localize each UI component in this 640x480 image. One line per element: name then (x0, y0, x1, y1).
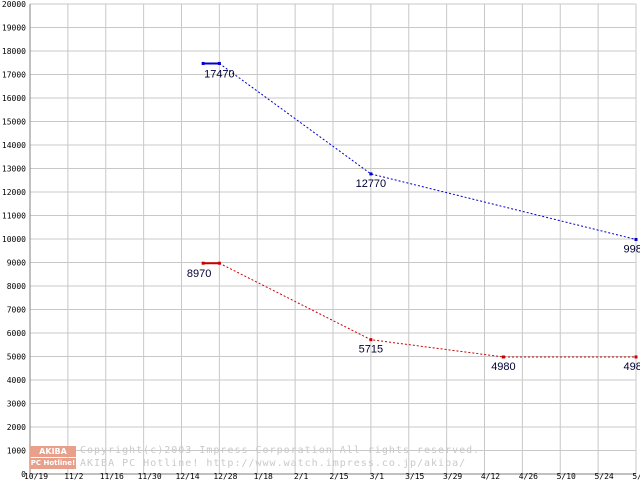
data-point (201, 61, 205, 65)
y-tick-label: 15000 (2, 118, 26, 127)
y-tick-label: 1000 (7, 447, 26, 456)
watermark-logo-top: AKIBA (30, 446, 76, 457)
y-tick-label: 19000 (2, 24, 26, 33)
x-tick-label: 5/24 (594, 472, 613, 480)
data-point (217, 261, 221, 265)
x-tick-label: 3/15 (405, 472, 424, 480)
y-tick-label: 0 (21, 470, 26, 479)
y-tick-label: 14000 (2, 141, 26, 150)
data-label: 4980 (624, 361, 640, 373)
x-tick-label: 4/12 (481, 472, 500, 480)
data-label: 4980 (491, 361, 515, 373)
x-tick-label: 4/26 (519, 472, 538, 480)
x-tick-label: 3/29 (443, 472, 462, 480)
x-axis-ticks: 10/19 11/2 11/16 11/30 12/14 12/28 1/18 2/1 2/15… (24, 472, 640, 480)
y-tick-label: 8000 (7, 282, 26, 291)
y-tick-label: 6000 (7, 329, 26, 338)
y-tick-label: 4000 (7, 376, 26, 385)
y-tick-label: 3000 (7, 400, 26, 409)
watermark-url: AKIBA PC Hotline! http://www.watch.impre… (80, 458, 467, 469)
data-label: 8970 (187, 268, 211, 280)
data-label: 9980 (624, 243, 640, 255)
x-tick-label: 1/18 (254, 472, 273, 480)
y-tick-label: 9000 (7, 259, 26, 268)
x-tick-label: 10/19 (24, 472, 48, 480)
y-tick-label: 20000 (2, 0, 26, 9)
y-tick-label: 16000 (2, 94, 26, 103)
x-tick-label: 5/31 (632, 472, 640, 480)
data-point (369, 172, 373, 176)
y-tick-label: 11000 (2, 212, 26, 221)
data-point (634, 237, 638, 241)
x-tick-label: 12/28 (213, 472, 237, 480)
data-point (634, 355, 638, 359)
y-tick-label: 18000 (2, 47, 26, 56)
x-tick-label: 11/2 (64, 472, 83, 480)
data-label: 12770 (356, 178, 387, 190)
y-tick-label: 12000 (2, 188, 26, 197)
data-point (501, 355, 505, 359)
y-axis-ticks: 0 1000 2000 3000 4000 5000 6000 7000 8000 9000 100… (2, 0, 26, 479)
series-line (219, 262, 636, 358)
watermark-logo-bottom: PC Hotline! (30, 458, 76, 469)
y-tick-label: 7000 (7, 306, 26, 315)
x-tick-label: 2/15 (329, 472, 348, 480)
chart-series: 17470 12770 9980 8970 5715 4980 4980 (187, 61, 640, 373)
data-point (217, 61, 221, 65)
data-label: 5715 (359, 344, 383, 356)
x-tick-label: 11/30 (138, 472, 162, 480)
x-tick-label: 12/14 (175, 472, 199, 480)
watermark-copyright: Copyright(c)2003 Impress Corporation All… (80, 445, 481, 456)
data-point (369, 338, 373, 342)
data-point (201, 261, 205, 265)
x-tick-label: 11/16 (100, 472, 124, 480)
data-label: 17470 (204, 68, 235, 80)
y-tick-label: 2000 (7, 423, 26, 432)
x-tick-label: 5/10 (557, 472, 576, 480)
x-tick-label: 2/1 (294, 472, 309, 480)
y-tick-label: 13000 (2, 165, 26, 174)
y-tick-label: 10000 (2, 235, 26, 244)
series-line (219, 63, 637, 240)
chart-grid (29, 3, 637, 475)
y-tick-label: 5000 (7, 353, 26, 362)
y-tick-label: 17000 (2, 71, 26, 80)
x-tick-label: 3/1 (370, 472, 385, 480)
